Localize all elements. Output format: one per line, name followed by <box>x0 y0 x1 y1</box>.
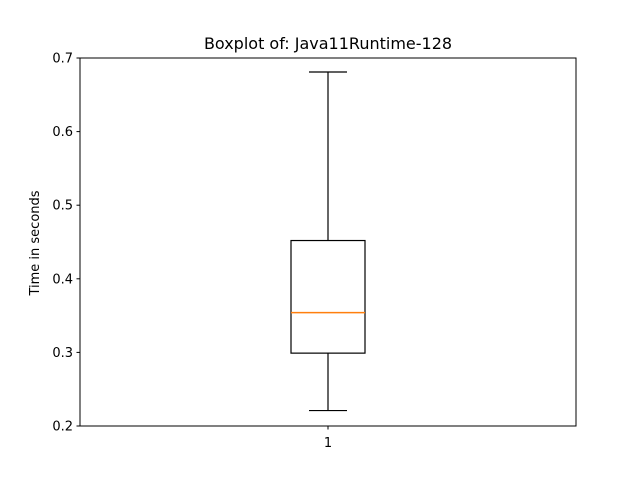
y-tick-label: 0.4 <box>52 272 73 287</box>
plot-area-frame <box>79 57 577 427</box>
interquartile-box <box>290 239 366 354</box>
chart-title: Boxplot of: Java11Runtime-128 <box>204 34 452 53</box>
x-axis: 1 <box>324 426 332 451</box>
y-axis: 0.2 0.3 0.4 0.5 0.6 0.7 <box>52 52 80 435</box>
y-tick-label: 0.3 <box>52 346 73 361</box>
y-tick-label: 0.2 <box>52 420 73 435</box>
box-group <box>290 71 366 412</box>
x-tick-label: 1 <box>324 436 332 451</box>
y-axis-label: Time in seconds <box>28 190 43 296</box>
y-tick-label: 0.5 <box>52 199 73 214</box>
y-tick-label: 0.6 <box>52 125 73 140</box>
y-tick-label: 0.7 <box>52 52 73 67</box>
